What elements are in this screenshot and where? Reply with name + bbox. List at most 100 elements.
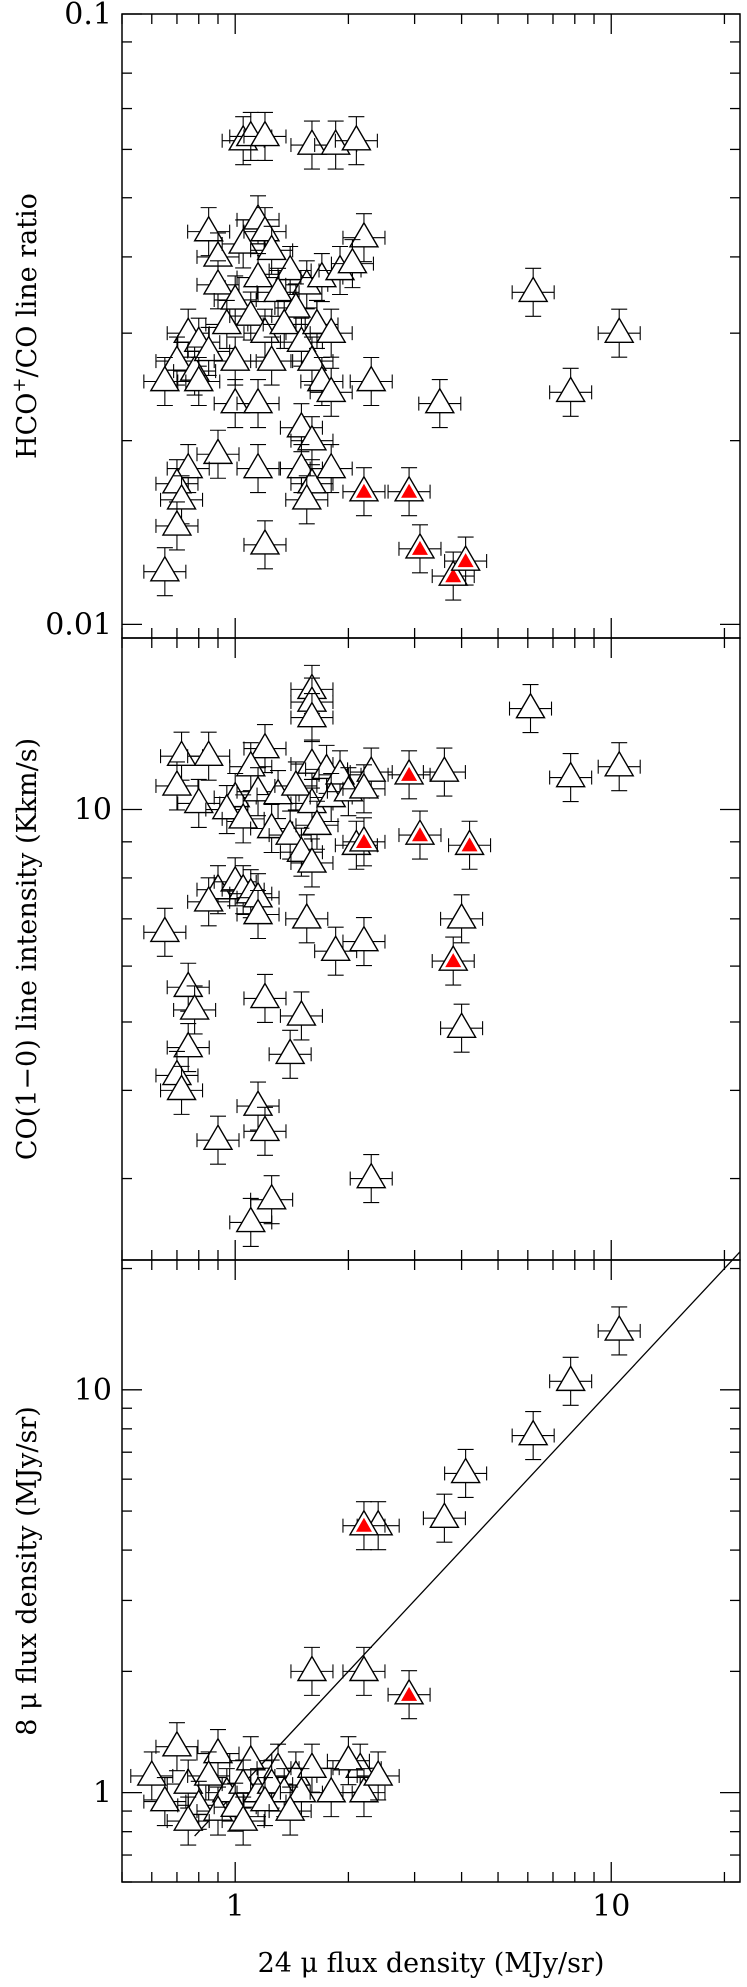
triangle-marker [515,692,546,719]
y-axis-label: 8 μ flux density (MJy/sr) [12,1406,43,1736]
filled-triangle-marker [401,766,418,781]
data-point-filled [387,750,431,800]
triangle-marker [149,1785,181,1812]
data-point [236,253,280,303]
data-point [342,917,386,967]
panel-8micron-flux: 1 10 1 10 8 μ flux density (MJy/sr) 24 μ flux… [12,1251,741,1979]
y-tick-label: 0.1 [64,0,112,32]
y-tick-label: 1 [93,1776,112,1811]
data-point [279,1768,323,1818]
triangle-marker [249,1115,281,1142]
triangle-marker [301,808,333,836]
triangle-marker [242,1089,274,1116]
data-point [418,379,462,429]
data-point [187,207,231,257]
data-point [285,894,329,944]
plot-frame [121,13,741,639]
triangle-marker [193,215,224,242]
filled-triangle-marker [445,568,462,583]
triangle-marker [172,1031,204,1058]
triangle-marker [202,268,234,295]
filled-triangle-marker [461,837,478,852]
triangle-marker [202,1123,234,1151]
triangle-marker [242,261,274,288]
triangle-marker [242,898,274,925]
y-tick-label: 0.01 [45,607,112,642]
data-point [549,367,593,417]
data-point [290,336,334,386]
data-point [160,475,204,525]
triangle-marker [348,1655,380,1682]
data-point [290,416,334,466]
triangle-marker [193,885,224,912]
data-point [243,1106,287,1156]
triangle-marker [274,818,306,845]
triangle-marker [315,316,347,343]
data-point [268,1786,312,1836]
y-axis-label-part: /CO line ratio [12,193,43,377]
data-point [549,1356,593,1406]
triangle-marker [256,812,287,839]
data-point [187,1751,231,1801]
data-point [256,267,300,317]
triangle-marker [296,846,328,873]
data-point [597,1306,641,1356]
triangle-marker [555,1364,586,1392]
data-point-filled [387,1670,431,1720]
filled-triangle-marker [411,827,428,842]
triangle-marker [429,1501,460,1529]
data-point [440,894,484,944]
triangle-marker [211,308,243,335]
triangle-marker [517,1419,549,1446]
filled-triangle-marker [411,540,428,555]
y-tick-label: 10 [74,793,112,828]
data-point [187,877,231,927]
data-point [143,1777,187,1827]
triangle-marker [202,1737,234,1764]
data-point [229,291,273,341]
triangle-marker [286,999,317,1026]
triangle-marker [242,452,274,479]
data-point [309,308,353,358]
triangle-marker [249,1785,281,1812]
data-point-filled [431,551,475,601]
triangle-marker [333,1744,364,1771]
triangle-marker [166,483,197,510]
triangle-marker [296,701,328,728]
data-point [268,245,312,296]
triangle-marker [296,128,328,155]
data-point [229,1197,273,1247]
data-point [342,764,386,814]
triangle-marker [348,772,380,799]
triangle-marker [424,387,456,414]
y-tick-label: 10 [74,1373,112,1408]
data-point [285,475,329,525]
data-point [250,336,294,386]
filled-triangle-marker [401,483,418,498]
data-point [309,367,353,417]
triangle-marker [227,1804,259,1831]
plot-frame [121,1259,741,1883]
filled-triangle-marker [355,1517,372,1532]
triangle-marker [149,365,181,392]
data-point [440,1003,484,1053]
triangle-marker [603,750,635,777]
triangle-marker [166,1074,197,1101]
triangle-marker [249,120,281,147]
triangle-marker [172,970,204,998]
triangle-marker [161,1730,193,1757]
plot-frame [121,637,741,1261]
panel-hco-co-ratio: 0.01 0.1 HCO+/CO line ratio [9,0,741,642]
data-point-filled [398,810,442,860]
data-point [155,501,199,551]
data-point [236,379,280,429]
data-point [330,239,374,289]
data-point-filled [387,467,431,517]
triangle-marker [555,376,586,403]
triangle-marker [341,124,372,151]
triangle-marker [280,769,312,796]
data-point [274,761,318,811]
data-point-filled [398,524,442,574]
data-point [166,1796,210,1846]
triangle-marker [193,739,224,767]
